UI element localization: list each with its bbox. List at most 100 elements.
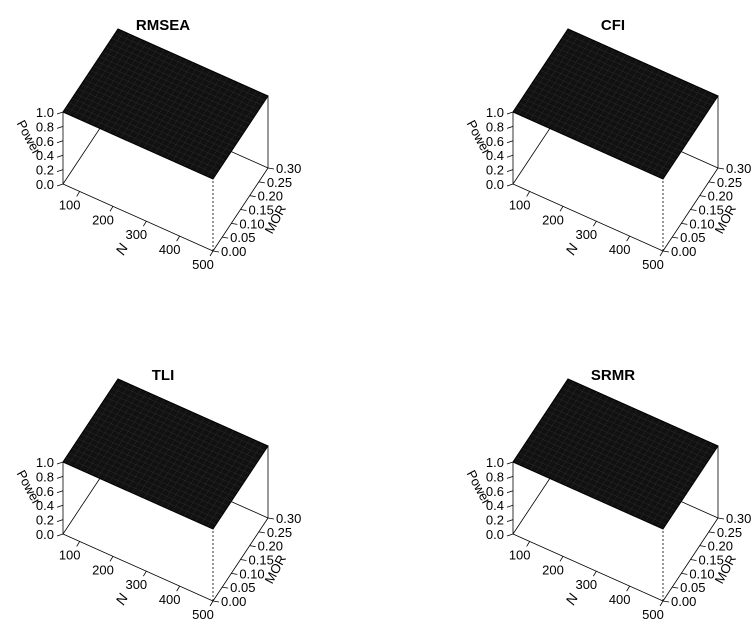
y-tick-label: 0.00 (671, 244, 696, 259)
z-tick (56, 126, 64, 129)
mesh-line (78, 88, 229, 157)
z-tick (506, 169, 514, 172)
axis-line-n (62, 533, 214, 602)
x-tick-label: 500 (642, 607, 664, 622)
mesh-line (564, 383, 716, 451)
y-tick (222, 586, 229, 589)
z-tick (56, 504, 64, 508)
mesh-line (552, 401, 703, 470)
mesh-line (105, 47, 256, 115)
z-tick-label: 0.8 (36, 469, 54, 484)
y-tick-label: 0.30 (726, 161, 751, 176)
z-tick (506, 461, 514, 465)
y-tick-label: 0.05 (230, 580, 255, 595)
x-tick (176, 585, 181, 592)
mesh-line (561, 388, 712, 456)
mesh-line (534, 79, 685, 147)
z-tick (56, 183, 64, 187)
surface-mesh (515, 31, 716, 177)
mesh-line (549, 406, 700, 474)
mesh-line (558, 42, 709, 110)
y-tick-label: 0.20 (258, 189, 283, 204)
y-tick (212, 250, 220, 253)
mesh-line (102, 401, 253, 470)
y-tick (258, 181, 265, 184)
y-tick (258, 531, 265, 534)
x-tick (659, 600, 664, 607)
mesh-line (87, 424, 238, 493)
mesh-line (515, 107, 667, 175)
chart-panel-tli: TLI0.00.20.40.60.81.0Power10020030040050… (14, 367, 302, 622)
mesh-line (552, 51, 703, 120)
z-tick (56, 169, 64, 172)
x-tick (559, 556, 564, 562)
z-tick (506, 519, 514, 522)
y-tick (240, 209, 247, 211)
mesh-line (540, 420, 691, 488)
y-tick-label: 0.10 (239, 216, 264, 231)
z-tick-label: 0.2 (36, 163, 54, 178)
z-tick (56, 154, 64, 158)
y-tick-label: 0.05 (680, 230, 705, 245)
y-tick-label: 0.25 (267, 175, 292, 190)
surface-mesh (65, 381, 266, 527)
z-tick (506, 140, 514, 144)
z-tick (506, 126, 514, 129)
z-tick-label: 0.6 (36, 484, 54, 499)
x-tick-label: 100 (509, 547, 531, 562)
z-tick-label: 0.0 (36, 177, 54, 192)
x-tick-label: 500 (642, 257, 664, 272)
z-tick (506, 490, 514, 494)
mesh-line (528, 88, 679, 157)
x-tick (626, 585, 631, 592)
z-tick-label: 1.0 (486, 455, 504, 470)
z-tick-label: 0.0 (486, 177, 504, 192)
z-tick (506, 183, 514, 187)
x-tick-label: 500 (192, 257, 214, 272)
mesh-line (78, 438, 229, 507)
z-tick-label: 1.0 (36, 105, 54, 120)
mesh-line (555, 47, 706, 115)
chart-title: TLI (152, 367, 175, 384)
x-tick-label: 200 (92, 562, 114, 577)
y-tick (212, 600, 220, 603)
mesh-line (72, 448, 223, 516)
mesh-line (75, 93, 226, 161)
chart-panel-srmr: SRMR0.00.20.40.60.81.0Power1002003004005… (464, 367, 752, 622)
z-tick-label: 0.2 (486, 163, 504, 178)
x-tick (526, 191, 531, 197)
y-tick-label: 0.00 (671, 594, 696, 609)
mesh-line (534, 429, 685, 497)
mesh-line (549, 56, 700, 124)
y-tick (681, 572, 688, 575)
x-tick (209, 600, 214, 607)
mesh-line (558, 392, 709, 460)
y-tick (690, 209, 697, 211)
y-tick-label: 0.20 (258, 539, 283, 554)
x-tick (109, 206, 114, 212)
z-tick-label: 0.4 (486, 148, 504, 163)
mesh-line (93, 415, 244, 484)
x-tick-label: 400 (609, 242, 631, 257)
z-tick (506, 504, 514, 508)
mesh-line (99, 56, 250, 124)
z-tick (56, 111, 64, 115)
x-tick-label: 300 (125, 577, 147, 592)
x-tick (176, 235, 181, 242)
z-tick-label: 1.0 (486, 105, 504, 120)
y-tick (267, 167, 275, 170)
mesh-line (540, 70, 691, 138)
y-tick (708, 181, 715, 184)
mesh-line (87, 74, 238, 143)
mesh-line (522, 98, 673, 166)
z-tick (56, 140, 64, 144)
mesh-line (114, 33, 266, 101)
y-tick (249, 195, 256, 198)
mesh-line (108, 42, 259, 110)
y-tick-label: 0.05 (680, 580, 705, 595)
y-tick (249, 545, 256, 548)
mesh-line (75, 443, 226, 511)
y-tick (231, 572, 238, 575)
y-tick-label: 0.15 (699, 203, 724, 218)
x-tick-label: 300 (125, 227, 147, 242)
